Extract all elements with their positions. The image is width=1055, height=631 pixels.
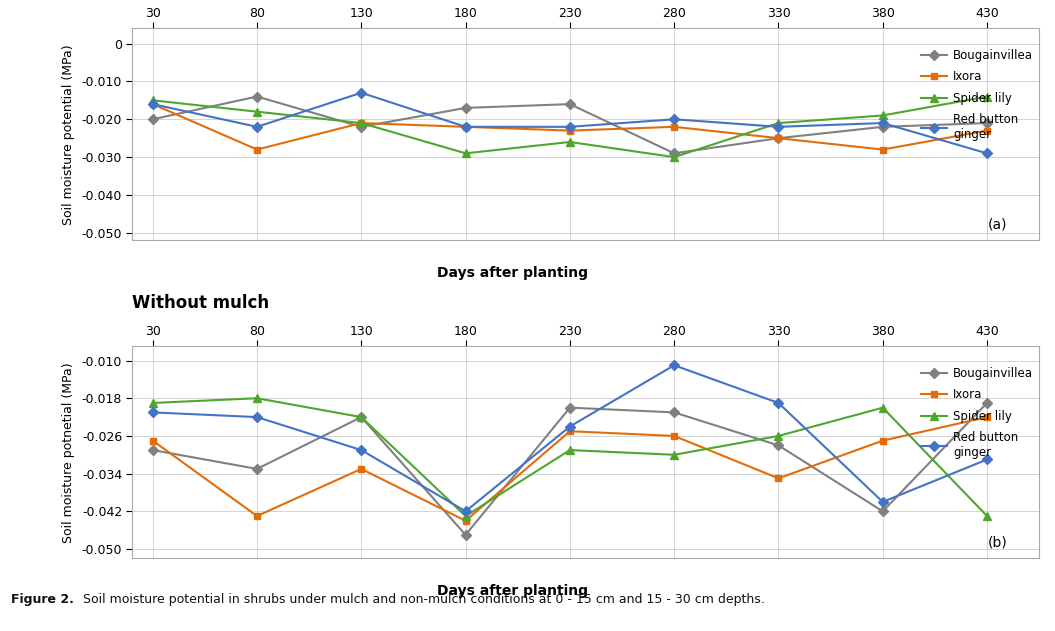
Text: Figure 2.: Figure 2. bbox=[11, 593, 74, 606]
Bougainvillea bbox=[459, 104, 472, 112]
Line: Spider lily: Spider lily bbox=[149, 92, 992, 162]
Ixora bbox=[981, 413, 994, 421]
Bougainvillea bbox=[251, 465, 264, 473]
Red button
ginger bbox=[251, 413, 264, 421]
Red button
ginger bbox=[354, 89, 367, 97]
Bougainvillea bbox=[772, 134, 785, 142]
Spider lily bbox=[668, 153, 680, 161]
Spider lily bbox=[981, 93, 994, 100]
Ixora bbox=[877, 437, 889, 444]
Spider lily bbox=[877, 404, 889, 411]
Ixora bbox=[877, 146, 889, 153]
Ixora bbox=[459, 517, 472, 524]
Bougainvillea bbox=[877, 123, 889, 131]
Text: Days after planting: Days after planting bbox=[438, 266, 589, 280]
Ixora bbox=[459, 123, 472, 131]
Bougainvillea bbox=[563, 404, 576, 411]
Spider lily bbox=[354, 119, 367, 127]
Y-axis label: Soil moisture potnetial (MPa): Soil moisture potnetial (MPa) bbox=[61, 362, 75, 543]
Bougainvillea bbox=[147, 446, 159, 454]
Red button
ginger bbox=[668, 362, 680, 369]
Text: (a): (a) bbox=[987, 218, 1008, 232]
Bougainvillea bbox=[668, 150, 680, 157]
Line: Bougainvillea: Bougainvillea bbox=[149, 93, 991, 157]
Red button
ginger bbox=[981, 150, 994, 157]
Bougainvillea bbox=[147, 115, 159, 123]
Bougainvillea bbox=[459, 531, 472, 539]
Spider lily bbox=[459, 512, 472, 520]
Spider lily bbox=[668, 451, 680, 459]
Red button
ginger bbox=[772, 123, 785, 131]
Red button
ginger bbox=[459, 507, 472, 515]
Red button
ginger bbox=[147, 409, 159, 416]
Text: Without mulch: Without mulch bbox=[132, 293, 269, 312]
Ixora bbox=[772, 134, 785, 142]
Spider lily bbox=[251, 394, 264, 402]
Legend: Bougainvillea, Ixora, Spider lily, Red button
ginger: Bougainvillea, Ixora, Spider lily, Red b… bbox=[921, 367, 1033, 459]
Line: Red button
ginger: Red button ginger bbox=[149, 362, 991, 515]
Line: Ixora: Ixora bbox=[149, 100, 991, 153]
Red button
ginger bbox=[668, 115, 680, 123]
Ixora bbox=[772, 475, 785, 482]
Red button
ginger bbox=[354, 446, 367, 454]
Spider lily bbox=[147, 399, 159, 407]
Spider lily bbox=[981, 512, 994, 520]
Ixora bbox=[147, 437, 159, 444]
Text: Soil moisture potential in shrubs under mulch and non-mulch conditions at 0 - 15: Soil moisture potential in shrubs under … bbox=[79, 593, 765, 606]
Ixora bbox=[563, 127, 576, 134]
Line: Spider lily: Spider lily bbox=[149, 394, 992, 520]
Red button
ginger bbox=[147, 100, 159, 108]
Red button
ginger bbox=[877, 119, 889, 127]
Bougainvillea bbox=[354, 413, 367, 421]
Red button
ginger bbox=[459, 123, 472, 131]
Ixora bbox=[251, 146, 264, 153]
Bougainvillea bbox=[563, 100, 576, 108]
Ixora bbox=[354, 119, 367, 127]
Line: Red button
ginger: Red button ginger bbox=[149, 89, 991, 157]
Red button
ginger bbox=[772, 399, 785, 407]
Spider lily bbox=[251, 108, 264, 115]
Ixora bbox=[668, 123, 680, 131]
Spider lily bbox=[877, 112, 889, 119]
Text: Days after planting: Days after planting bbox=[438, 584, 589, 598]
Ixora bbox=[147, 100, 159, 108]
Ixora bbox=[251, 512, 264, 520]
Bougainvillea bbox=[877, 507, 889, 515]
Red button
ginger bbox=[981, 456, 994, 463]
Bougainvillea bbox=[251, 93, 264, 100]
Y-axis label: Soil moisture potential (MPa): Soil moisture potential (MPa) bbox=[61, 44, 75, 225]
Red button
ginger bbox=[251, 123, 264, 131]
Ixora bbox=[563, 427, 576, 435]
Bougainvillea bbox=[772, 442, 785, 449]
Spider lily bbox=[459, 150, 472, 157]
Spider lily bbox=[772, 119, 785, 127]
Text: (b): (b) bbox=[987, 536, 1008, 550]
Ixora bbox=[354, 465, 367, 473]
Line: Bougainvillea: Bougainvillea bbox=[149, 399, 991, 538]
Spider lily bbox=[563, 138, 576, 146]
Bougainvillea bbox=[354, 123, 367, 131]
Spider lily bbox=[354, 413, 367, 421]
Spider lily bbox=[772, 432, 785, 440]
Ixora bbox=[668, 432, 680, 440]
Legend: Bougainvillea, Ixora, Spider lily, Red button
ginger: Bougainvillea, Ixora, Spider lily, Red b… bbox=[921, 49, 1033, 141]
Spider lily bbox=[563, 446, 576, 454]
Ixora bbox=[981, 127, 994, 134]
Red button
ginger bbox=[563, 423, 576, 430]
Red button
ginger bbox=[877, 498, 889, 505]
Bougainvillea bbox=[981, 399, 994, 407]
Bougainvillea bbox=[668, 409, 680, 416]
Red button
ginger bbox=[563, 123, 576, 131]
Line: Ixora: Ixora bbox=[149, 413, 991, 524]
Spider lily bbox=[147, 97, 159, 104]
Bougainvillea bbox=[981, 119, 994, 127]
